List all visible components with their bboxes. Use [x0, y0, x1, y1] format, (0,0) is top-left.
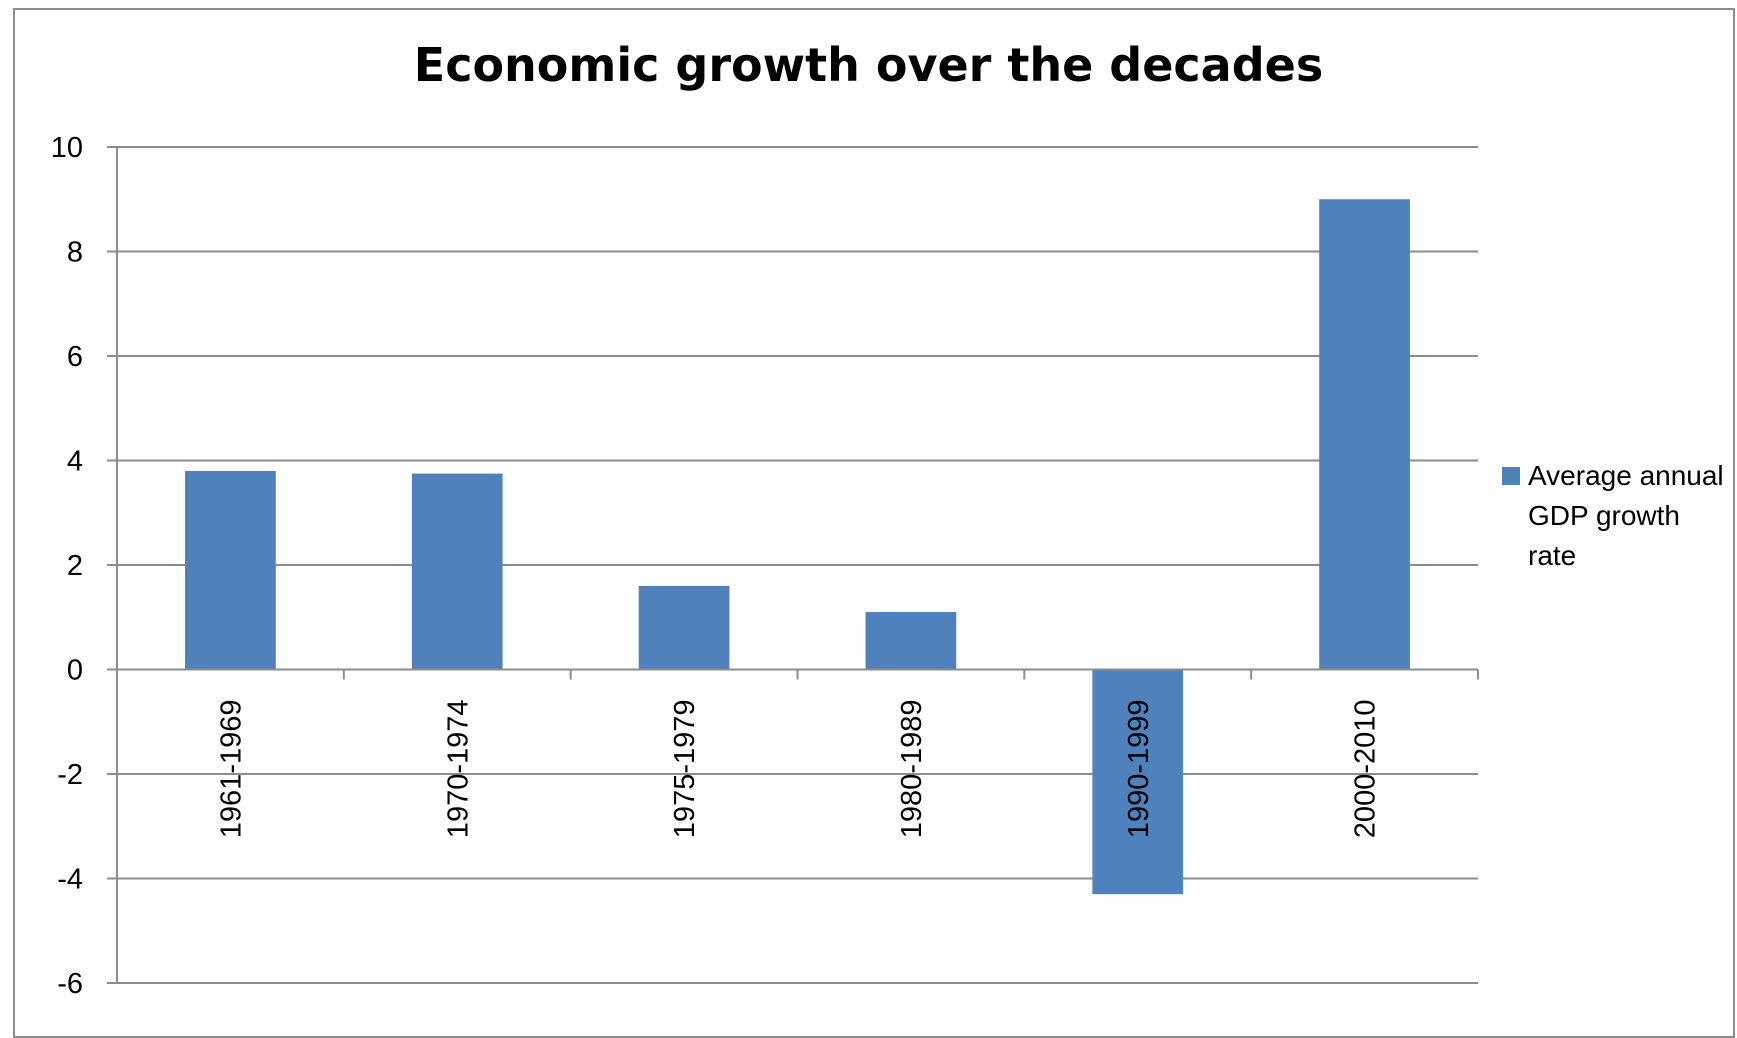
- bar: [638, 585, 730, 670]
- labels: 10 8 6 4 2 0 -2 -4 -6 1961-1969 1970-1974 1975-1979…: [51, 132, 1382, 1000]
- gridlines: [117, 146, 1478, 984]
- category-label: 1970-1974: [442, 700, 474, 839]
- y-tick-label: -2: [57, 759, 83, 791]
- legend-swatch: [1502, 467, 1520, 485]
- bar: [185, 470, 276, 670]
- y-tick-label: -6: [57, 968, 83, 1000]
- y-tick-label: 6: [67, 341, 83, 373]
- category-label: 1990-1999: [1123, 700, 1155, 839]
- y-tick-label: 0: [67, 655, 83, 687]
- bar: [865, 612, 957, 670]
- bar: [411, 473, 503, 670]
- y-tick-label: 10: [51, 132, 83, 164]
- category-label: 2000-2010: [1350, 700, 1382, 839]
- bar: [1319, 199, 1410, 670]
- category-label: 1975-1979: [669, 700, 701, 839]
- category-label: 1961-1969: [215, 700, 247, 839]
- axes: [107, 146, 1479, 984]
- chart-title: Economic growth over the decades: [413, 38, 1324, 92]
- chart-frame: [13, 8, 1735, 1038]
- y-tick-label: 4: [67, 446, 83, 478]
- y-tick-label: -4: [57, 864, 83, 896]
- legend-label: Average annual GDP growth rate: [1528, 460, 1724, 571]
- category-label: 1980-1989: [896, 700, 928, 839]
- bars: [185, 199, 1410, 895]
- y-tick-label: 2: [67, 550, 83, 582]
- y-tick-label: 8: [67, 237, 83, 269]
- bar: [1092, 669, 1184, 895]
